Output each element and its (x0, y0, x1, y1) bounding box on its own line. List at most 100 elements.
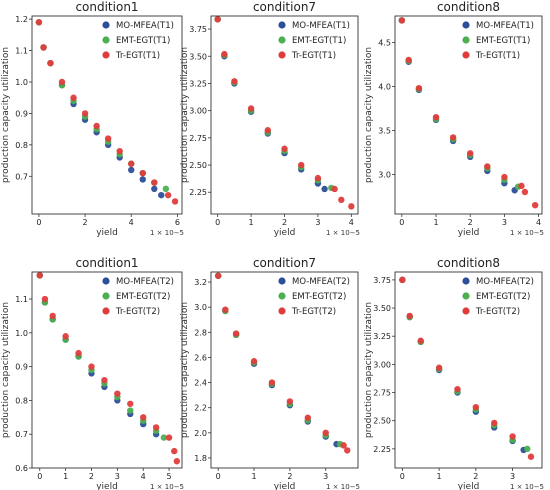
data-point-3 (140, 414, 147, 421)
x-axis-label: yield (96, 482, 118, 490)
data-point-3 (114, 390, 121, 397)
y-tick-label: 2.50 (373, 417, 391, 426)
x-tick-label: 2 (468, 218, 473, 227)
y-tick-label: 3.75 (189, 25, 207, 34)
x-axis-label: yield (96, 228, 118, 238)
data-point-3 (214, 272, 222, 279)
data-point-3 (398, 17, 406, 24)
data-point-3 (101, 376, 108, 384)
x-tick-label: 1 (251, 472, 256, 481)
chart-panel-4: condition1 production capacity utilizatio… (1, 256, 184, 490)
data-point-3 (152, 424, 160, 431)
y-tick-label: 1.1 (15, 295, 28, 304)
data-point-3 (247, 105, 255, 112)
chart-title: condition7 (253, 0, 316, 14)
x-tick-label: 2 (89, 472, 94, 481)
data-point-3 (36, 272, 43, 279)
data-point-3 (250, 358, 258, 365)
data-point-3 (501, 173, 508, 181)
data-point-3 (128, 160, 135, 167)
legend-label: Tr-EGT(T1) (291, 51, 336, 61)
data-point-3 (298, 161, 305, 169)
legend-label: EMT-EGT(T1) (476, 36, 530, 46)
data-point-3 (222, 306, 229, 313)
y-tick-label: 2.75 (373, 389, 391, 398)
data-point-3 (116, 147, 123, 155)
legend-marker (102, 21, 110, 29)
y-tick-label: 3.75 (373, 276, 391, 285)
data-point-3 (58, 78, 66, 86)
x-multiplier-label: 1 × 10−5 (326, 229, 360, 237)
y-tick-label: 3.00 (373, 360, 391, 369)
x-axis-label: yield (274, 482, 296, 490)
data-point-3 (304, 414, 312, 421)
data-point-3 (139, 169, 146, 177)
legend-marker (462, 292, 470, 300)
x-multiplier-label: 1 × 10−5 (150, 229, 184, 237)
data-point-3 (435, 364, 443, 371)
legend-marker (462, 21, 470, 29)
chart-panel-5: condition7 production capacity utilizatio… (180, 256, 360, 490)
x-multiplier-label: 1 × 10−5 (510, 229, 544, 237)
x-multiplier-label: 1 × 10−5 (326, 483, 360, 490)
data-point-3 (221, 50, 228, 58)
legend: MO-MFEA(T1) EMT-EGT(T1) Tr-EGT(T1) (278, 21, 350, 61)
data-point-3 (41, 295, 49, 303)
y-tick-label: 0.7 (15, 430, 28, 439)
legend-marker (462, 36, 470, 44)
legend: MO-MFEA(T2) EMT-EGT(T2) Tr-EGT(T2) (102, 277, 174, 317)
legend-label: MO-MFEA(T2) (116, 277, 174, 287)
chart-panel-6: condition8 production capacity utilizatio… (364, 256, 544, 490)
chart-title: condition8 (437, 0, 500, 14)
legend-marker (102, 36, 110, 44)
y-tick-label: 3.50 (373, 304, 391, 313)
legend-marker (278, 307, 286, 315)
data-point-1 (321, 185, 328, 193)
data-points (36, 272, 181, 465)
data-point-3 (331, 185, 338, 193)
data-point-3 (127, 400, 134, 407)
legend-label: Tr-EGT(T2) (291, 307, 336, 317)
y-tick-label: 0.7 (15, 172, 28, 181)
x-tick-label: 4 (129, 218, 134, 227)
data-point-3 (268, 379, 276, 386)
legend-label: EMT-EGT(T1) (116, 36, 170, 46)
y-tick-label: 3.25 (189, 79, 207, 88)
plot-frame (394, 271, 543, 469)
y-tick-label: 1.2 (15, 15, 28, 24)
data-point-3 (415, 84, 423, 92)
x-multiplier-label: 1 × 10−5 (150, 483, 184, 490)
y-tick-label: 1.1 (15, 47, 28, 56)
data-point-3 (81, 110, 89, 117)
data-point-3 (527, 453, 535, 460)
legend-marker (278, 51, 286, 59)
data-point-3 (518, 182, 525, 190)
data-point-3 (232, 330, 240, 337)
chart-panel-2: condition7 production capacity utilizatio… (180, 0, 360, 238)
y-tick-label: 2.0 (194, 429, 207, 438)
x-tick-label: 3 (502, 218, 507, 227)
data-point-1 (158, 191, 165, 199)
x-tick-label: 3 (315, 218, 320, 227)
y-tick-label: 1.0 (15, 329, 28, 338)
legend-label: EMT-EGT(T2) (116, 292, 170, 302)
y-tick-label: 3.00 (189, 107, 207, 116)
y-tick-label: 3.50 (189, 52, 207, 61)
data-point-3 (49, 312, 56, 320)
chart-title: condition8 (437, 256, 500, 270)
x-tick-label: 2 (83, 218, 88, 227)
data-point-3 (104, 135, 112, 142)
x-tick-label: 2 (287, 472, 292, 481)
legend-marker (278, 21, 286, 29)
legend-marker (278, 292, 286, 300)
data-point-3 (449, 134, 457, 141)
data-point-3 (348, 203, 355, 210)
data-point-3 (151, 179, 158, 186)
data-point-3 (406, 312, 413, 320)
x-tick-label: 0 (36, 218, 41, 227)
data-point-3 (484, 163, 491, 170)
data-point-3 (417, 337, 424, 344)
data-point-3 (164, 191, 172, 199)
chart-title: condition1 (75, 256, 138, 270)
data-point-3 (531, 202, 539, 209)
